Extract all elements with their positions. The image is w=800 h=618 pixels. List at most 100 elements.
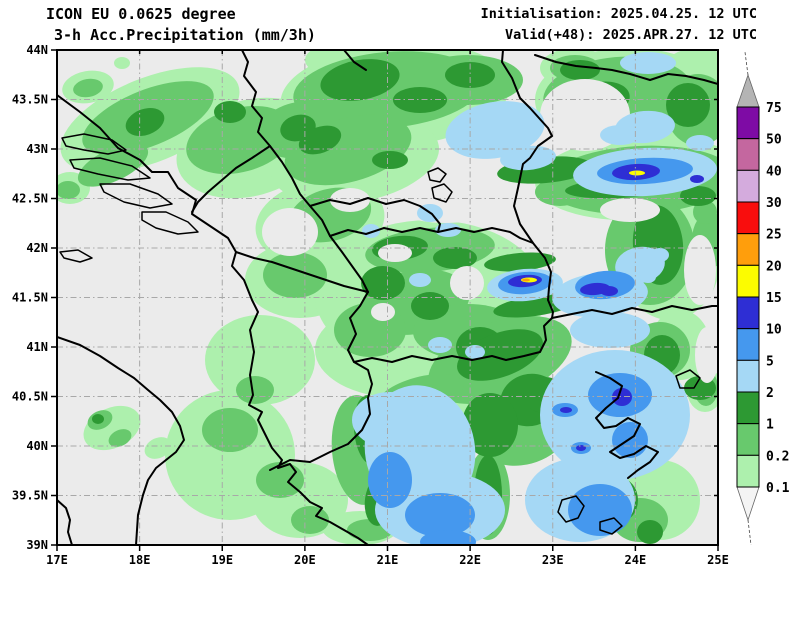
border-river-loop	[431, 183, 453, 203]
border-island-se	[557, 495, 585, 523]
precip-blob-lb	[600, 125, 640, 145]
lon-tick-label: 19E	[211, 553, 233, 567]
precip-blob-o	[522, 278, 530, 282]
precip-blob-dg	[298, 125, 342, 155]
precip-blob-lb	[500, 145, 556, 171]
colorbar-under-tail	[747, 519, 752, 546]
colorbar-label: 10	[766, 323, 782, 338]
lon-tick-label: 18E	[129, 553, 151, 567]
border-bosnia-branch	[191, 145, 271, 213]
lat-tick-label: 43N	[26, 142, 48, 156]
lon-tick-label: 21E	[377, 553, 399, 567]
precip-blob-mb	[405, 493, 475, 537]
precip-blob-bg	[450, 266, 484, 300]
colorbar-segment	[736, 296, 760, 330]
precip-blob-bg	[371, 303, 395, 321]
border-danube	[534, 54, 718, 85]
colorbar-label: 15	[766, 291, 782, 306]
precip-blob-dg	[372, 151, 408, 169]
precip-blob-db	[690, 175, 704, 183]
colorbar-label: 40	[766, 164, 782, 179]
precip-blob-bg	[600, 198, 660, 222]
colorbar-under-arrow	[736, 486, 760, 522]
precip-blob-bg	[684, 235, 716, 305]
precip-blob-bg	[330, 188, 370, 212]
lat-tick-label: 40.5N	[12, 390, 48, 404]
precip-blob-db	[612, 388, 632, 406]
lat-tick-label: 43.5N	[12, 93, 48, 107]
lat-tick-label: 41N	[26, 340, 48, 354]
precip-blob-lg	[114, 57, 130, 69]
precip-blob-mg	[263, 252, 327, 298]
precip-blob-dg	[457, 329, 543, 381]
precip-blob-mg	[73, 78, 103, 98]
border-island	[69, 157, 151, 181]
colorbar-segment	[736, 169, 760, 203]
product-title: 3-h Acc.Precipitation (mm/3h)	[54, 26, 316, 44]
precip-blob-dg	[125, 107, 165, 137]
border-chalkidiki	[595, 371, 659, 479]
precip-blob-lb	[428, 337, 452, 353]
precip-blob-lb	[570, 312, 650, 348]
precip-blob-dg	[411, 292, 449, 320]
axis-labels: 17E 18E 19E 20E 21E 22E 23E 24E 25E 44N 43.5N 43N 42…	[12, 43, 729, 567]
precip-blob-dg	[445, 62, 495, 88]
border-island	[59, 249, 93, 263]
lat-tick-label: 39.5N	[12, 489, 48, 503]
precip-blob-lg	[205, 315, 315, 405]
lon-tick-label: 24E	[625, 553, 647, 567]
lat-tick-label: 42N	[26, 241, 48, 255]
colorbar-segment	[736, 233, 760, 266]
border-island	[61, 133, 127, 155]
precip-blob-dg	[92, 414, 104, 424]
precip-blob-db	[560, 407, 572, 413]
lat-tick-label: 42.5N	[12, 192, 48, 206]
border-island	[141, 211, 199, 235]
lon-tick-label: 17E	[46, 553, 68, 567]
precip-blob-lb	[352, 392, 428, 448]
colorbar-label: 75	[766, 101, 782, 116]
precip-blob-dg	[433, 247, 477, 269]
colorbar-segment	[736, 328, 760, 361]
colorbar-segment	[736, 201, 760, 235]
border-kosovo-n	[309, 197, 441, 233]
precip-blob-dg	[214, 101, 246, 123]
precip-blob-mg	[202, 408, 258, 452]
precip-blob-dg	[680, 186, 716, 206]
precip-blob-mg	[291, 506, 329, 534]
precip-blob-y	[629, 170, 645, 176]
lat-tick-label: 44N	[26, 43, 48, 57]
lat-tick-label: 40N	[26, 439, 48, 453]
border-albania-greece	[269, 361, 373, 471]
precip-blob-lb	[409, 273, 431, 287]
precip-blob-mg	[256, 462, 304, 498]
precip-blob-bg	[695, 327, 718, 383]
lon-tick-label: 20E	[294, 553, 316, 567]
precip-blob-bg	[378, 244, 412, 262]
colorbar-label: 50	[766, 133, 782, 148]
precip-blob-lb	[651, 248, 669, 262]
valid-time-label: Valid(+48): 2025.APR.27. 12 UTC	[505, 27, 757, 43]
colorbar-segment	[736, 423, 760, 456]
border-albania-macedonia-s	[347, 291, 553, 363]
border-italy-coast	[57, 336, 185, 545]
colorbar-over-arrow	[736, 73, 760, 108]
precip-blob-dg	[484, 252, 556, 272]
colorbar-label: 0.2	[766, 449, 789, 464]
colorbar-segment	[736, 454, 760, 488]
colorbar-over-tail	[744, 51, 749, 76]
precip-blob-lb	[640, 271, 656, 283]
lat-tick-label: 41.5N	[12, 291, 48, 305]
colorbar-segment	[736, 359, 760, 393]
colorbar-legend: 75 50 40 30 25 20 15 10 5 2 1 0.2 0.1	[736, 51, 790, 546]
precip-blob-dg	[666, 83, 710, 127]
precip-blob-lb	[686, 135, 714, 151]
precip-blob-mb	[612, 422, 648, 458]
precip-blob-dg	[462, 393, 518, 457]
lon-tick-label: 23E	[542, 553, 564, 567]
precip-blob-mg	[57, 181, 80, 199]
lon-tick-label: 22E	[459, 553, 481, 567]
border-drina-border	[241, 50, 369, 293]
